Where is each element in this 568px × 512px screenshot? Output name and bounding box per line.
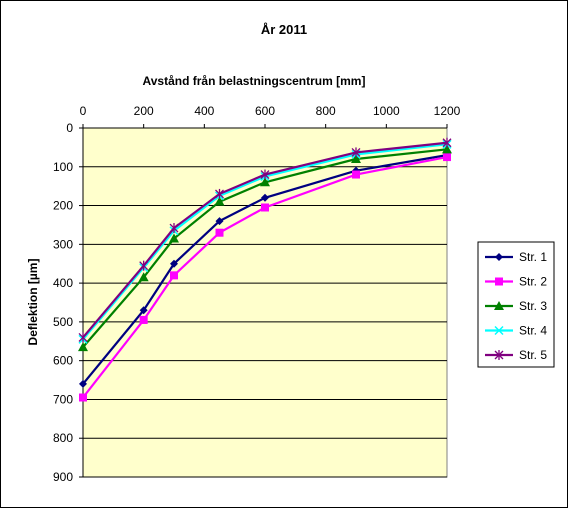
data-point: [494, 301, 504, 310]
data-point: [169, 223, 179, 234]
legend-item-4: Str. 4: [485, 324, 547, 338]
data-point: [494, 325, 504, 336]
series-2: [79, 153, 451, 402]
legend-label: Str. 4: [519, 324, 547, 338]
x-axis-label: Avstånd från belastningscentrum [mm]: [143, 74, 366, 88]
data-point: [78, 332, 88, 343]
data-point: [495, 253, 503, 261]
y-tick-label: 900: [53, 470, 73, 484]
data-point: [442, 144, 452, 154]
x-tick-label: 1200: [434, 104, 461, 118]
data-point: [442, 137, 452, 148]
data-point: [215, 228, 224, 237]
data-point: [78, 342, 88, 352]
data-point: [169, 233, 179, 243]
legend-box: [477, 241, 555, 368]
y-tick-label: 200: [53, 199, 73, 213]
legend-label: Str. 3: [519, 299, 547, 313]
data-point: [215, 188, 224, 199]
legend-label: Str. 2: [519, 275, 547, 289]
chart-title: År 2011: [261, 22, 307, 37]
y-axis-label: Deflektion [µm]: [26, 259, 40, 346]
y-tick-label: 500: [53, 315, 73, 329]
data-point: [352, 170, 360, 179]
legend: Str. 1 Str. 2 Str. 3 Str. 4 Str. 5: [485, 250, 547, 362]
data-point: [351, 154, 361, 164]
x-tick-label: 600: [255, 104, 275, 118]
series-layer: [78, 137, 452, 402]
series-3: [78, 144, 452, 352]
data-point: [139, 260, 149, 271]
x-axis: 0 200 400 600 800 1000 1200: [80, 104, 461, 129]
legend-item-5: Str. 5: [485, 348, 547, 362]
data-point: [260, 169, 270, 180]
data-point: [139, 306, 148, 315]
data-point: [261, 193, 269, 202]
x-tick-label: 200: [134, 104, 154, 118]
x-tick-label: 400: [194, 104, 214, 118]
x-tick-label: 800: [316, 104, 336, 118]
data-point: [443, 153, 451, 162]
data-point: [351, 147, 361, 158]
data-point: [170, 271, 178, 280]
y-tick-label: 0: [66, 121, 73, 135]
y-axis: 0 100 200 300 400 500 600 700 800 900: [53, 121, 84, 484]
data-point: [138, 272, 149, 282]
x-tick-label: 1000: [373, 104, 400, 118]
data-point: [495, 277, 503, 286]
series-5: [78, 137, 452, 343]
y-tick-label: 600: [53, 354, 73, 368]
data-point-stroke: [494, 325, 504, 336]
data-point: [139, 315, 148, 324]
x-tick-label: 0: [80, 104, 87, 118]
y-tick-label: 300: [53, 237, 73, 251]
data-point: [494, 350, 504, 360]
grid-lines: [83, 166, 447, 478]
y-tick-label: 100: [53, 160, 73, 174]
legend-item-3: Str. 3: [485, 299, 547, 313]
y-tick-label: 800: [53, 431, 73, 445]
y-tick-label: 400: [53, 276, 73, 290]
data-point: [260, 177, 270, 187]
y-tick-label: 700: [53, 392, 73, 406]
legend-label: Str. 1: [519, 250, 547, 264]
data-point: [215, 217, 224, 226]
data-point: [79, 393, 87, 402]
data-point: [261, 203, 269, 212]
legend-item-2: Str. 2: [485, 275, 547, 289]
data-point: [79, 379, 87, 388]
legend-label: Str. 5: [519, 348, 547, 362]
data-point: [170, 259, 178, 268]
legend-item-1: Str. 1: [485, 250, 547, 264]
data-point: [214, 196, 225, 206]
